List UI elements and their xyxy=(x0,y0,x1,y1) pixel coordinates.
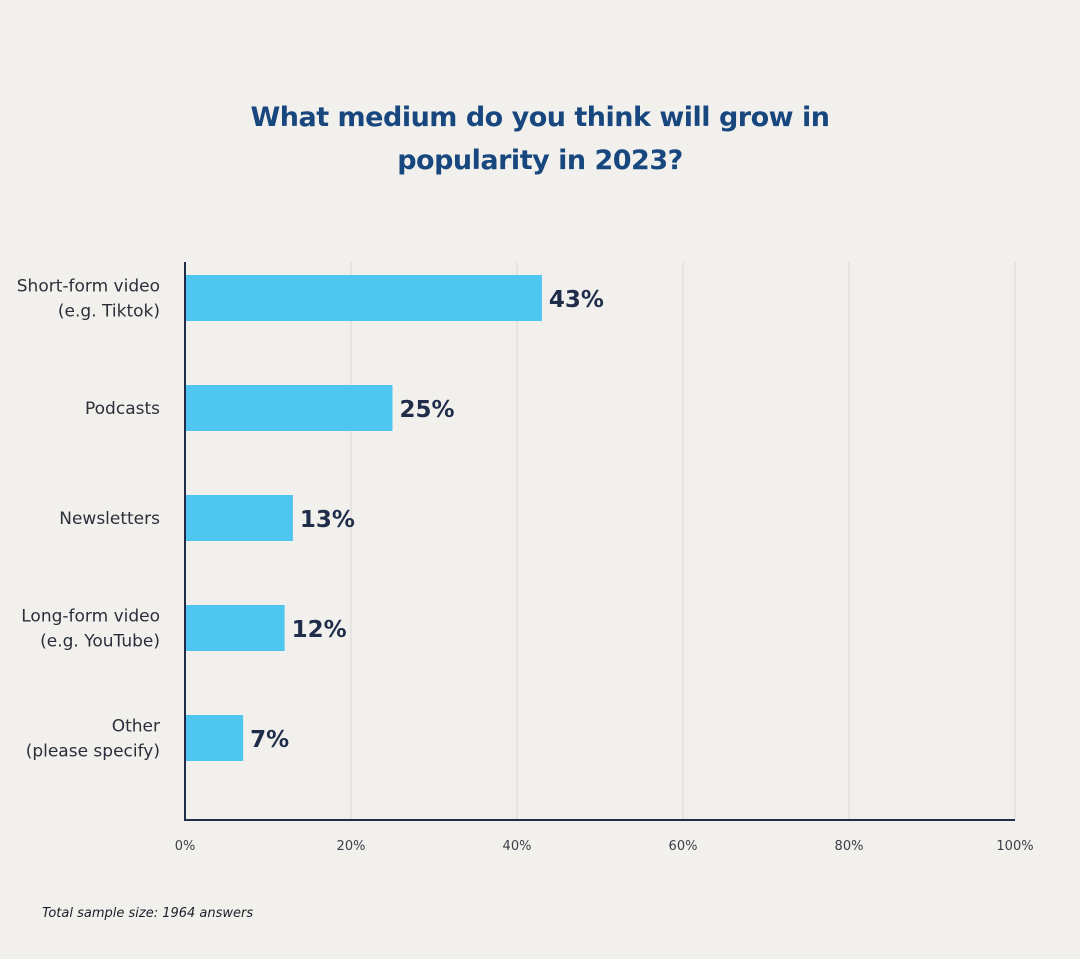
x-tick-label: 0% xyxy=(175,839,196,854)
value-label: 43% xyxy=(549,287,604,313)
bars xyxy=(185,275,542,761)
value-label: 25% xyxy=(400,397,455,423)
value-labels: 43% 25% 13% 12% 7% xyxy=(250,287,604,753)
category-label: Short-form video xyxy=(17,277,160,297)
bar xyxy=(185,715,244,761)
category-label: Long-form video xyxy=(21,607,160,627)
footnote: Total sample size: 1964 answers xyxy=(42,906,254,921)
category-label: Other xyxy=(112,717,160,737)
axes xyxy=(184,262,1015,821)
bar xyxy=(185,605,285,651)
category-labels: Short-form video (e.g. Tiktok) Podcasts New… xyxy=(17,277,160,762)
x-tick-label: 80% xyxy=(835,839,864,854)
gridlines xyxy=(350,262,1016,820)
x-tick-label: 20% xyxy=(337,839,366,854)
category-label: Podcasts xyxy=(85,399,160,419)
tick-labels: 0% 20% 40% 60% 80% 100% xyxy=(175,839,1034,854)
category-label: (e.g. Tiktok) xyxy=(58,302,160,322)
value-label: 13% xyxy=(300,507,355,533)
chart-title: What medium do you think will grow in po… xyxy=(0,96,1080,182)
bar xyxy=(185,495,293,541)
category-label: (e.g. YouTube) xyxy=(40,632,160,652)
chart-title-line-2: popularity in 2023? xyxy=(397,145,683,176)
x-tick-label: 100% xyxy=(996,839,1033,854)
bar xyxy=(185,385,393,431)
x-tick-label: 60% xyxy=(669,839,698,854)
value-label: 7% xyxy=(250,727,289,753)
category-label: Newsletters xyxy=(59,509,160,529)
chart-title-line-1: What medium do you think will grow in xyxy=(250,102,830,133)
x-tick-label: 40% xyxy=(503,839,532,854)
bar xyxy=(185,275,542,321)
category-label: (please specify) xyxy=(26,742,160,762)
value-label: 12% xyxy=(292,617,347,643)
